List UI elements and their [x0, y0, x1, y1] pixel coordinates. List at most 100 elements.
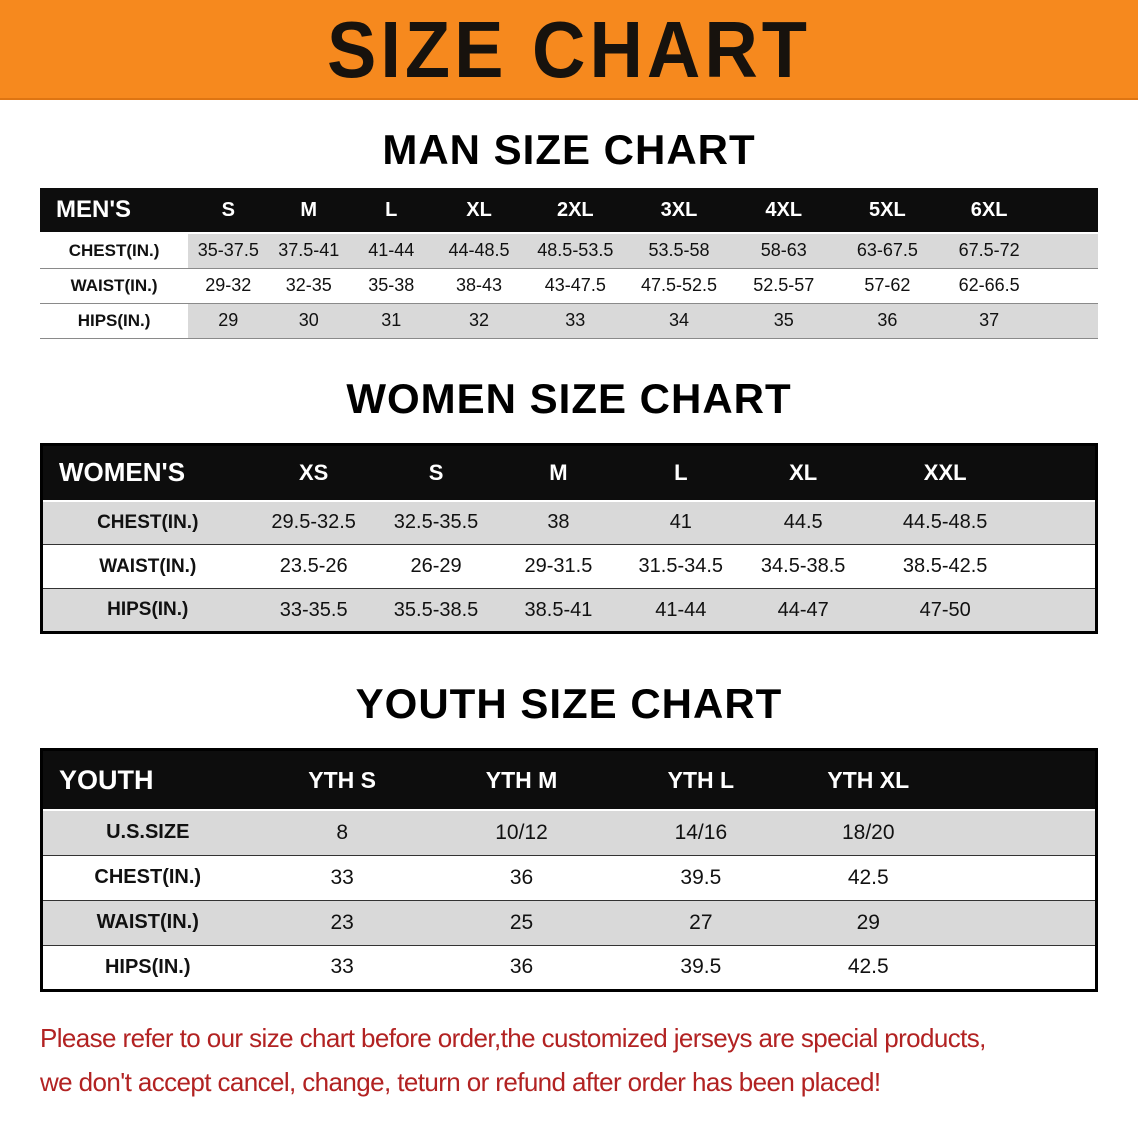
size-header-cell: XXL — [864, 444, 1097, 501]
size-header-cell: 5XL — [835, 188, 940, 233]
value-cell: 29-32 — [205, 275, 252, 295]
value-cell: 33 — [330, 865, 354, 889]
banner: SIZE CHART — [0, 0, 1138, 100]
youth-size-chart-section: YOUTH SIZE CHART YOUTH YTH S YTH M YTH L YTH… — [0, 680, 1138, 992]
size-header-cell: M — [268, 188, 349, 233]
value-cell: 39.5 — [680, 955, 722, 978]
size-header-cell: YTH L — [611, 749, 791, 810]
value-cell: 39.5 — [680, 865, 722, 889]
page-title: SIZE CHART — [327, 4, 811, 94]
value-cell: 32.5-35.5 — [393, 511, 479, 534]
value-cell: 42.5 — [847, 955, 889, 978]
table-row: WAIST(IN.) 29-32 32-35 35-38 38-43 43-47.5 47.… — [40, 268, 1098, 303]
size-header-cell: S — [374, 444, 498, 501]
table-row: WAIST(IN.) 23 25 27 29 — [41, 900, 1097, 945]
size-header-cell: XL — [742, 444, 865, 501]
table-row: WAIST(IN.) 23.5-26 26-29 29-31.5 31.5-34.5 34… — [41, 544, 1097, 589]
row-label-cell: WAIST(IN.) — [96, 911, 199, 933]
row-label-cell: WAIST(IN.) — [99, 555, 197, 577]
size-header-cell: 6XL — [939, 188, 1098, 233]
table-row: CHEST(IN.) 29.5-32.5 32.5-35.5 38 41 44.5 44.5… — [41, 500, 1097, 545]
size-header-cell: 4XL — [731, 188, 836, 233]
men-size-chart-section: MAN SIZE CHART MEN'S S M L XL 2XL 3XL 4XL 5XL 6XL… — [0, 126, 1138, 339]
value-cell: 47.5-52.5 — [640, 275, 718, 295]
size-header-cell: 2XL — [524, 188, 627, 233]
value-cell: 58-63 — [760, 240, 807, 261]
value-cell: 35.5-38.5 — [393, 598, 479, 621]
value-cell: 43-47.5 — [544, 275, 606, 295]
men-size-chart-heading: MAN SIZE CHART — [382, 126, 756, 173]
value-cell: 35-37.5 — [197, 240, 259, 261]
value-cell: 23.5-26 — [279, 555, 348, 577]
value-cell: 38 — [547, 511, 570, 534]
value-cell: 37.5-41 — [278, 240, 340, 261]
men-size-table: MEN'S S M L XL 2XL 3XL 4XL 5XL 6XL CHEST(IN.) 35-37… — [40, 188, 1098, 339]
row-label-cell: CHEST(IN.) — [97, 511, 199, 533]
value-cell: 53.5-58 — [648, 240, 710, 261]
value-cell: 52.5-57 — [753, 275, 815, 295]
women-size-chart-heading: WOMEN SIZE CHART — [346, 374, 792, 422]
size-header-cell: YTH XL — [790, 749, 1097, 810]
row-label-cell: U.S.SIZE — [106, 821, 190, 844]
value-cell: 41-44 — [655, 598, 707, 621]
row-label-cell: HIPS(IN.) — [107, 599, 189, 620]
value-cell: 63-67.5 — [856, 240, 918, 261]
header-row: YOUTH YTH S YTH M YTH L YTH XL — [41, 749, 1097, 810]
value-cell: 38.5-41 — [524, 598, 593, 621]
value-cell: 33 — [330, 955, 354, 978]
table-row: HIPS(IN.) 33 36 39.5 42.5 — [41, 945, 1097, 990]
table-row: CHEST(IN.) 35-37.5 37.5-41 41-44 44-48.5 48.5… — [40, 233, 1098, 268]
header-row: MEN'S S M L XL 2XL 3XL 4XL 5XL 6XL — [40, 188, 1098, 233]
disclaimer-line-2: we don't accept cancel, change, teturn o… — [40, 1066, 881, 1097]
value-cell: 44.5 — [783, 511, 823, 534]
value-cell: 44-47 — [777, 598, 829, 621]
size-header-cell: YTH M — [431, 749, 612, 810]
value-cell: 32 — [469, 310, 490, 330]
value-cell: 32-35 — [285, 275, 332, 295]
value-cell: 36 — [509, 955, 534, 978]
value-cell: 36 — [509, 865, 534, 889]
youth-size-chart-heading: YOUTH SIZE CHART — [355, 680, 783, 727]
value-cell: 33 — [565, 310, 586, 330]
value-cell: 10/12 — [495, 820, 548, 844]
value-cell: 47-50 — [919, 598, 971, 621]
row-label-cell: HIPS(IN.) — [40, 303, 189, 338]
value-cell: 44.5-48.5 — [902, 511, 988, 534]
value-cell: 23 — [330, 910, 354, 934]
table-row: CHEST(IN.) 33 36 39.5 42.5 — [41, 855, 1097, 900]
disclaimer-line-1: Please refer to our size chart before or… — [40, 1022, 986, 1053]
women-size-chart-section: WOMEN SIZE CHART WOMEN'S XS S M L XL XXL CHEST(… — [0, 374, 1138, 634]
value-cell: 57-62 — [864, 275, 911, 295]
value-cell: 25 — [509, 910, 534, 934]
value-cell: 41-44 — [368, 240, 415, 261]
value-cell: 34.5-38.5 — [760, 555, 846, 577]
value-cell: 31 — [381, 310, 402, 330]
row-label-cell: CHEST(IN.) — [40, 233, 189, 268]
size-header-cell: 3XL — [626, 188, 732, 233]
table-row: U.S.SIZE 8 10/12 14/16 18/20 — [41, 810, 1097, 855]
value-cell: 29 — [856, 910, 880, 934]
size-header-cell: YTH S — [252, 749, 432, 810]
value-cell: 36 — [877, 310, 898, 330]
header-row: WOMEN'S XS S M L XL XXL — [41, 444, 1097, 501]
value-cell: 18/20 — [841, 820, 895, 844]
size-header-cell: XS — [252, 444, 375, 501]
row-label-cell: CHEST(IN.) — [94, 866, 202, 888]
value-cell: 44-48.5 — [448, 240, 510, 261]
size-header-cell: S — [188, 188, 269, 233]
value-cell: 67.5-72 — [958, 240, 1020, 261]
value-cell: 31.5-34.5 — [638, 555, 724, 577]
value-cell: 30 — [298, 310, 319, 330]
value-cell: 8 — [336, 820, 349, 844]
row-label-cell: HIPS(IN.) — [104, 955, 191, 978]
value-cell: 35 — [773, 310, 794, 330]
value-cell: 29.5-32.5 — [271, 511, 356, 534]
youth-size-table: YOUTH YTH S YTH M YTH L YTH XL U.S.SIZE 8 10/12… — [40, 748, 1098, 992]
value-cell: 38.5-42.5 — [902, 555, 988, 577]
value-cell: 33-35.5 — [279, 598, 348, 621]
table-title-cell: WOMEN'S — [41, 444, 253, 501]
value-cell: 29 — [218, 310, 239, 330]
value-cell: 26-29 — [410, 555, 462, 577]
value-cell: 42.5 — [847, 865, 889, 889]
women-size-table: WOMEN'S XS S M L XL XXL CHEST(IN.) 29.5-32.5 32.5… — [40, 442, 1098, 634]
